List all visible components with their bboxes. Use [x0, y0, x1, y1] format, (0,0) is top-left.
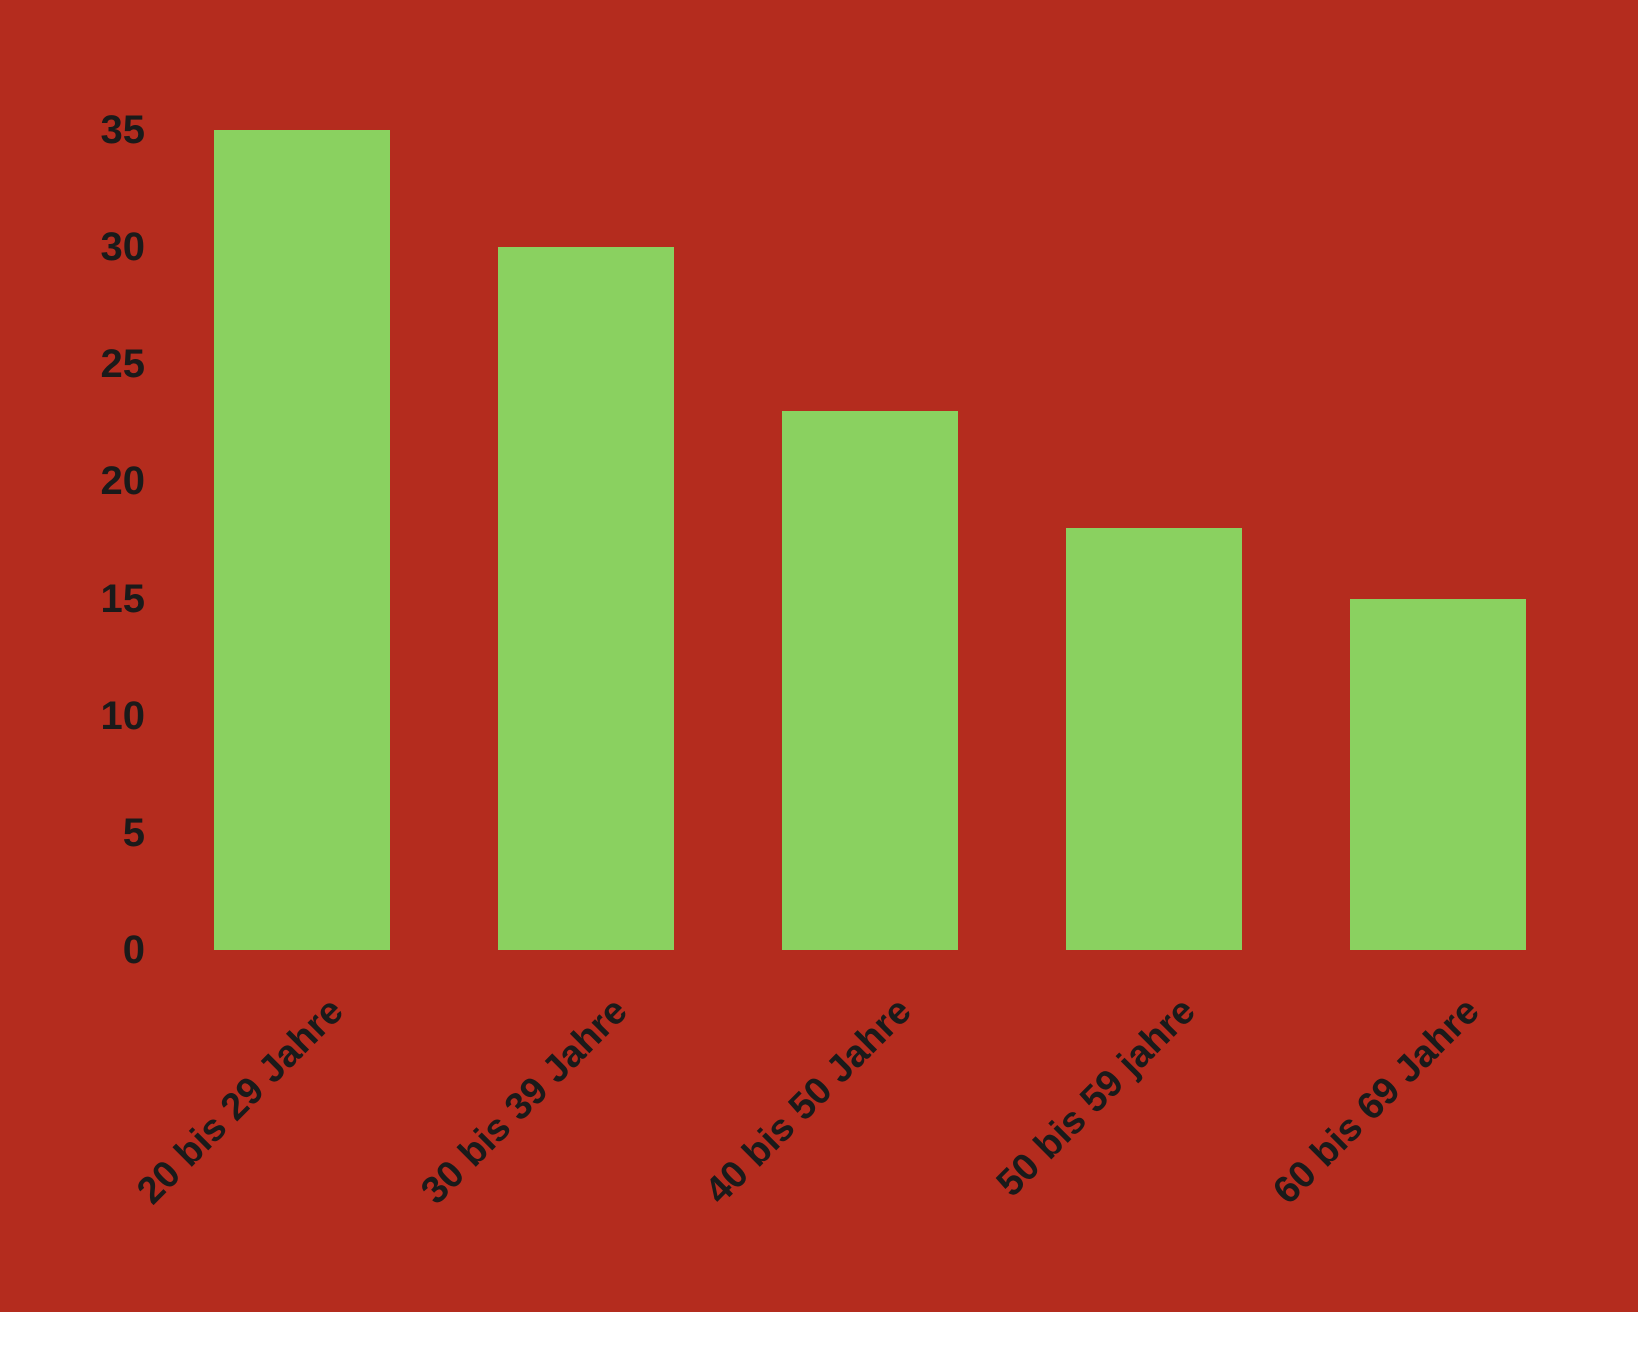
- y-tick-label: 0: [0, 930, 145, 970]
- bar: [214, 130, 390, 950]
- plot-area: [160, 130, 1580, 950]
- x-tick-label: 30 bis 39 Jahre: [413, 990, 636, 1213]
- bar: [498, 247, 674, 950]
- y-tick-label: 10: [0, 696, 145, 736]
- y-tick-label: 35: [0, 110, 145, 150]
- bar: [1350, 599, 1526, 950]
- bar: [1066, 528, 1242, 950]
- bar-chart: 0 5 10 15 20 25 30 35 20 bis 29 Jahre 30 bis 39 …: [0, 0, 1638, 1312]
- bar: [782, 411, 958, 950]
- x-tick-label: 20 bis 29 Jahre: [129, 990, 352, 1213]
- y-tick-label: 20: [0, 461, 145, 501]
- x-axis-labels: 20 bis 29 Jahre30 bis 39 Jahre40 bis 50 …: [160, 990, 1580, 1352]
- x-tick-label: 40 bis 50 Jahre: [697, 990, 920, 1213]
- y-tick-label: 25: [0, 344, 145, 384]
- y-tick-label: 15: [0, 579, 145, 619]
- x-tick-label: 60 bis 69 Jahre: [1265, 990, 1488, 1213]
- x-tick-label: 50 bis 59 jahre: [989, 990, 1205, 1206]
- y-tick-label: 5: [0, 813, 145, 853]
- y-tick-label: 30: [0, 227, 145, 267]
